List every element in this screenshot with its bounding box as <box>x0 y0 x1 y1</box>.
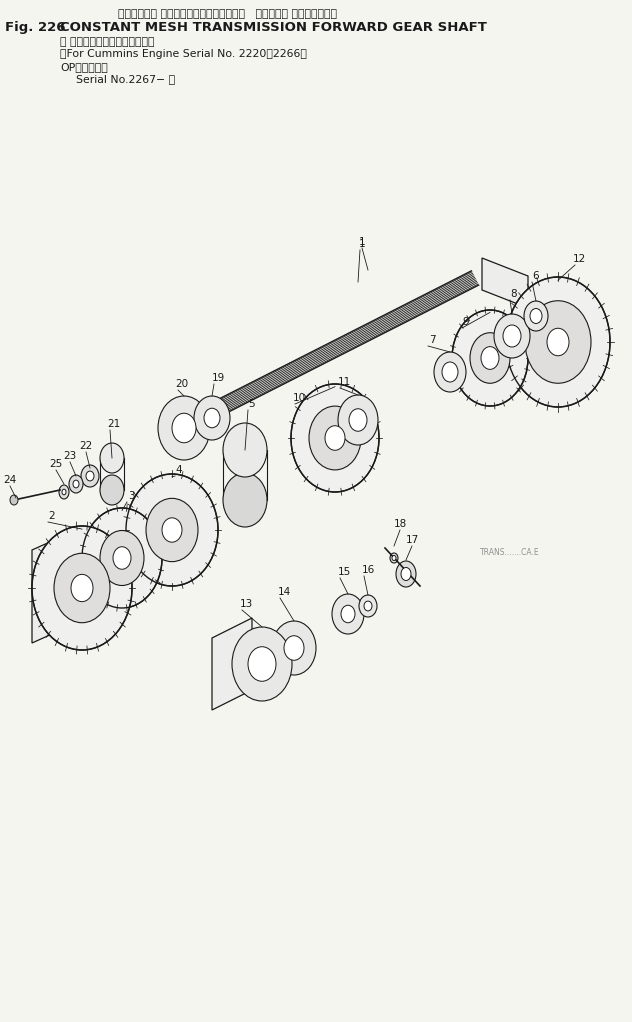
Ellipse shape <box>390 553 398 563</box>
Ellipse shape <box>86 471 94 481</box>
Text: 11: 11 <box>337 377 351 387</box>
Ellipse shape <box>309 406 361 470</box>
Text: 13: 13 <box>240 599 253 609</box>
Ellipse shape <box>162 518 182 543</box>
Text: Fig. 226: Fig. 226 <box>5 21 66 34</box>
Ellipse shape <box>396 561 416 587</box>
Ellipse shape <box>530 309 542 324</box>
Ellipse shape <box>525 300 591 383</box>
Ellipse shape <box>503 325 521 347</box>
Ellipse shape <box>401 567 411 580</box>
Ellipse shape <box>73 480 79 487</box>
Ellipse shape <box>325 426 345 451</box>
Ellipse shape <box>494 314 530 358</box>
Ellipse shape <box>223 423 267 477</box>
Polygon shape <box>212 618 252 710</box>
Ellipse shape <box>32 526 132 650</box>
Text: 23: 23 <box>63 451 76 461</box>
Ellipse shape <box>506 277 610 407</box>
Text: コンスタント メッシュトランスミッション   フォワード ギャーシャフト: コンスタント メッシュトランスミッション フォワード ギャーシャフト <box>118 9 337 19</box>
Text: 15: 15 <box>337 567 351 577</box>
Text: 2: 2 <box>49 511 56 521</box>
Ellipse shape <box>341 605 355 622</box>
Text: 17: 17 <box>405 535 418 545</box>
Text: 16: 16 <box>362 565 375 575</box>
Ellipse shape <box>126 474 218 586</box>
Text: 25: 25 <box>49 459 63 469</box>
Text: 9: 9 <box>463 317 470 327</box>
Text: 7: 7 <box>428 335 435 345</box>
Ellipse shape <box>146 499 198 562</box>
Ellipse shape <box>547 328 569 356</box>
Ellipse shape <box>204 408 220 428</box>
Ellipse shape <box>481 346 499 369</box>
Text: OP（通用号機: OP（通用号機 <box>60 62 107 72</box>
Ellipse shape <box>364 601 372 611</box>
Ellipse shape <box>524 301 548 331</box>
Ellipse shape <box>100 475 124 505</box>
Ellipse shape <box>59 485 69 499</box>
Text: 5: 5 <box>248 399 255 409</box>
Ellipse shape <box>284 636 304 660</box>
Text: 22: 22 <box>80 442 93 451</box>
Ellipse shape <box>69 475 83 493</box>
Ellipse shape <box>100 530 144 586</box>
Ellipse shape <box>452 310 528 406</box>
Ellipse shape <box>62 490 66 495</box>
Ellipse shape <box>338 394 378 445</box>
Ellipse shape <box>272 621 316 675</box>
Ellipse shape <box>194 396 230 440</box>
Ellipse shape <box>359 595 377 617</box>
Ellipse shape <box>54 553 110 622</box>
Text: 24: 24 <box>3 475 16 485</box>
Ellipse shape <box>392 556 396 560</box>
Text: TRANS.......CA.E: TRANS.......CA.E <box>480 548 540 557</box>
Ellipse shape <box>332 594 364 634</box>
Ellipse shape <box>232 628 292 701</box>
Ellipse shape <box>100 443 124 473</box>
Ellipse shape <box>434 352 466 392</box>
Ellipse shape <box>158 396 210 460</box>
Ellipse shape <box>172 413 196 443</box>
Text: 19: 19 <box>211 373 224 383</box>
Ellipse shape <box>71 574 93 602</box>
Text: 1: 1 <box>359 237 365 247</box>
Ellipse shape <box>82 508 162 608</box>
Ellipse shape <box>470 333 510 383</box>
Text: 4: 4 <box>176 465 182 475</box>
Polygon shape <box>32 532 72 643</box>
Text: 8: 8 <box>511 289 518 299</box>
Text: Serial No.2267− ）: Serial No.2267− ） <box>76 74 175 84</box>
Text: 21: 21 <box>107 419 121 429</box>
Text: CONSTANT MESH TRANSMISSION FORWARD GEAR SHAFT: CONSTANT MESH TRANSMISSION FORWARD GEAR … <box>60 21 487 34</box>
Ellipse shape <box>291 384 379 492</box>
Text: 18: 18 <box>393 519 406 529</box>
Ellipse shape <box>442 362 458 382</box>
Text: 14: 14 <box>277 587 291 597</box>
Text: 3: 3 <box>128 491 135 501</box>
Text: 12: 12 <box>573 254 586 264</box>
Text: （ カミンズエンジン用通用号機: （ カミンズエンジン用通用号機 <box>60 37 154 47</box>
Text: 10: 10 <box>293 393 305 403</box>
Ellipse shape <box>113 547 131 569</box>
Ellipse shape <box>248 647 276 682</box>
Text: 1: 1 <box>359 239 365 249</box>
Ellipse shape <box>81 465 99 487</box>
Polygon shape <box>482 258 528 308</box>
Ellipse shape <box>223 473 267 527</box>
Text: （For Cummins Engine Serial No. 2220～2266）: （For Cummins Engine Serial No. 2220～2266… <box>60 49 307 59</box>
Text: 6: 6 <box>533 271 539 281</box>
Ellipse shape <box>349 409 367 431</box>
Ellipse shape <box>10 495 18 505</box>
Text: 20: 20 <box>176 379 188 389</box>
